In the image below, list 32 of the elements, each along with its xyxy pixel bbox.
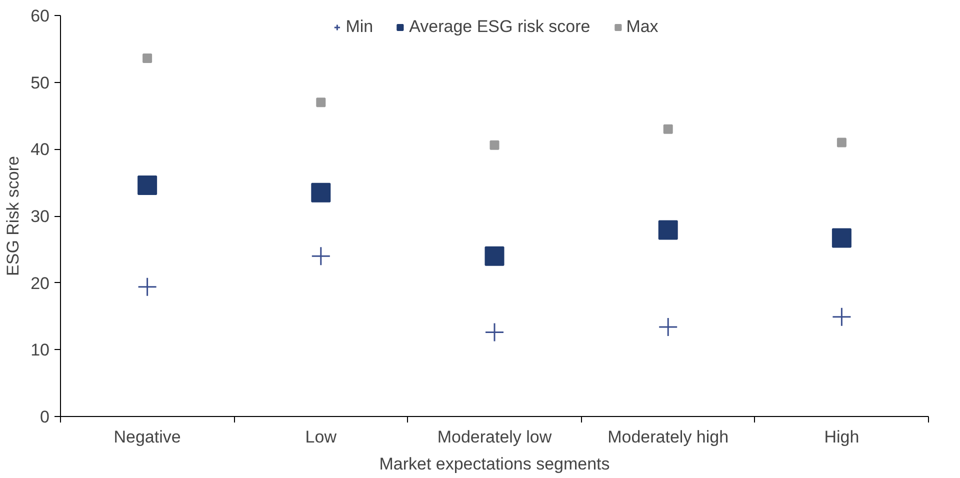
point	[832, 307, 852, 327]
point	[663, 124, 673, 134]
legend-label: Min	[346, 17, 374, 37]
point	[311, 182, 331, 202]
point	[490, 140, 500, 150]
point	[142, 54, 152, 64]
x-axis-title: Market expectations segments	[379, 454, 610, 474]
point	[138, 277, 158, 297]
point	[836, 138, 846, 148]
point	[316, 98, 326, 108]
legend-label: Average ESG risk score	[409, 17, 590, 37]
y-tick-label: 0	[40, 408, 50, 426]
y-tick-label: 10	[30, 340, 50, 360]
x-tick-label: Low	[305, 428, 338, 446]
y-tick-label: 30	[30, 207, 50, 226]
point	[138, 176, 158, 196]
x-tick-label: High	[824, 428, 860, 446]
y-tick-label: 40	[30, 140, 50, 160]
point	[658, 317, 678, 337]
x-tick-label: Negative	[114, 428, 181, 446]
y-tick-label: 50	[30, 73, 50, 92]
point	[484, 246, 504, 266]
legend-label: Max	[626, 17, 658, 37]
point	[484, 322, 504, 342]
y-tick-label: 60	[30, 6, 50, 26]
point	[658, 220, 678, 240]
y-axis-title: ESG Risk score	[4, 156, 23, 276]
y-tick-label: 20	[30, 274, 50, 293]
x-tick-label: Moderately low	[437, 428, 552, 446]
point	[311, 246, 331, 266]
x-tick-label: Moderately high	[608, 428, 729, 446]
point	[832, 228, 852, 248]
